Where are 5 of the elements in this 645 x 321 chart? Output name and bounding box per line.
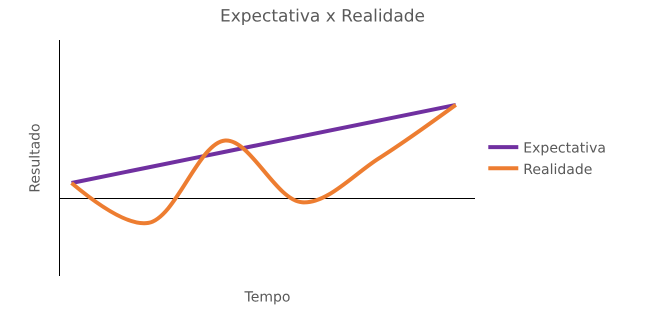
x-axis-title: Tempo <box>244 289 290 306</box>
chart-title: Expectativa x Realidade <box>220 6 426 27</box>
legend-label: Realidade <box>523 162 592 178</box>
y-axis-title: Resultado <box>28 123 44 193</box>
legend-label: Expectativa <box>523 140 606 157</box>
